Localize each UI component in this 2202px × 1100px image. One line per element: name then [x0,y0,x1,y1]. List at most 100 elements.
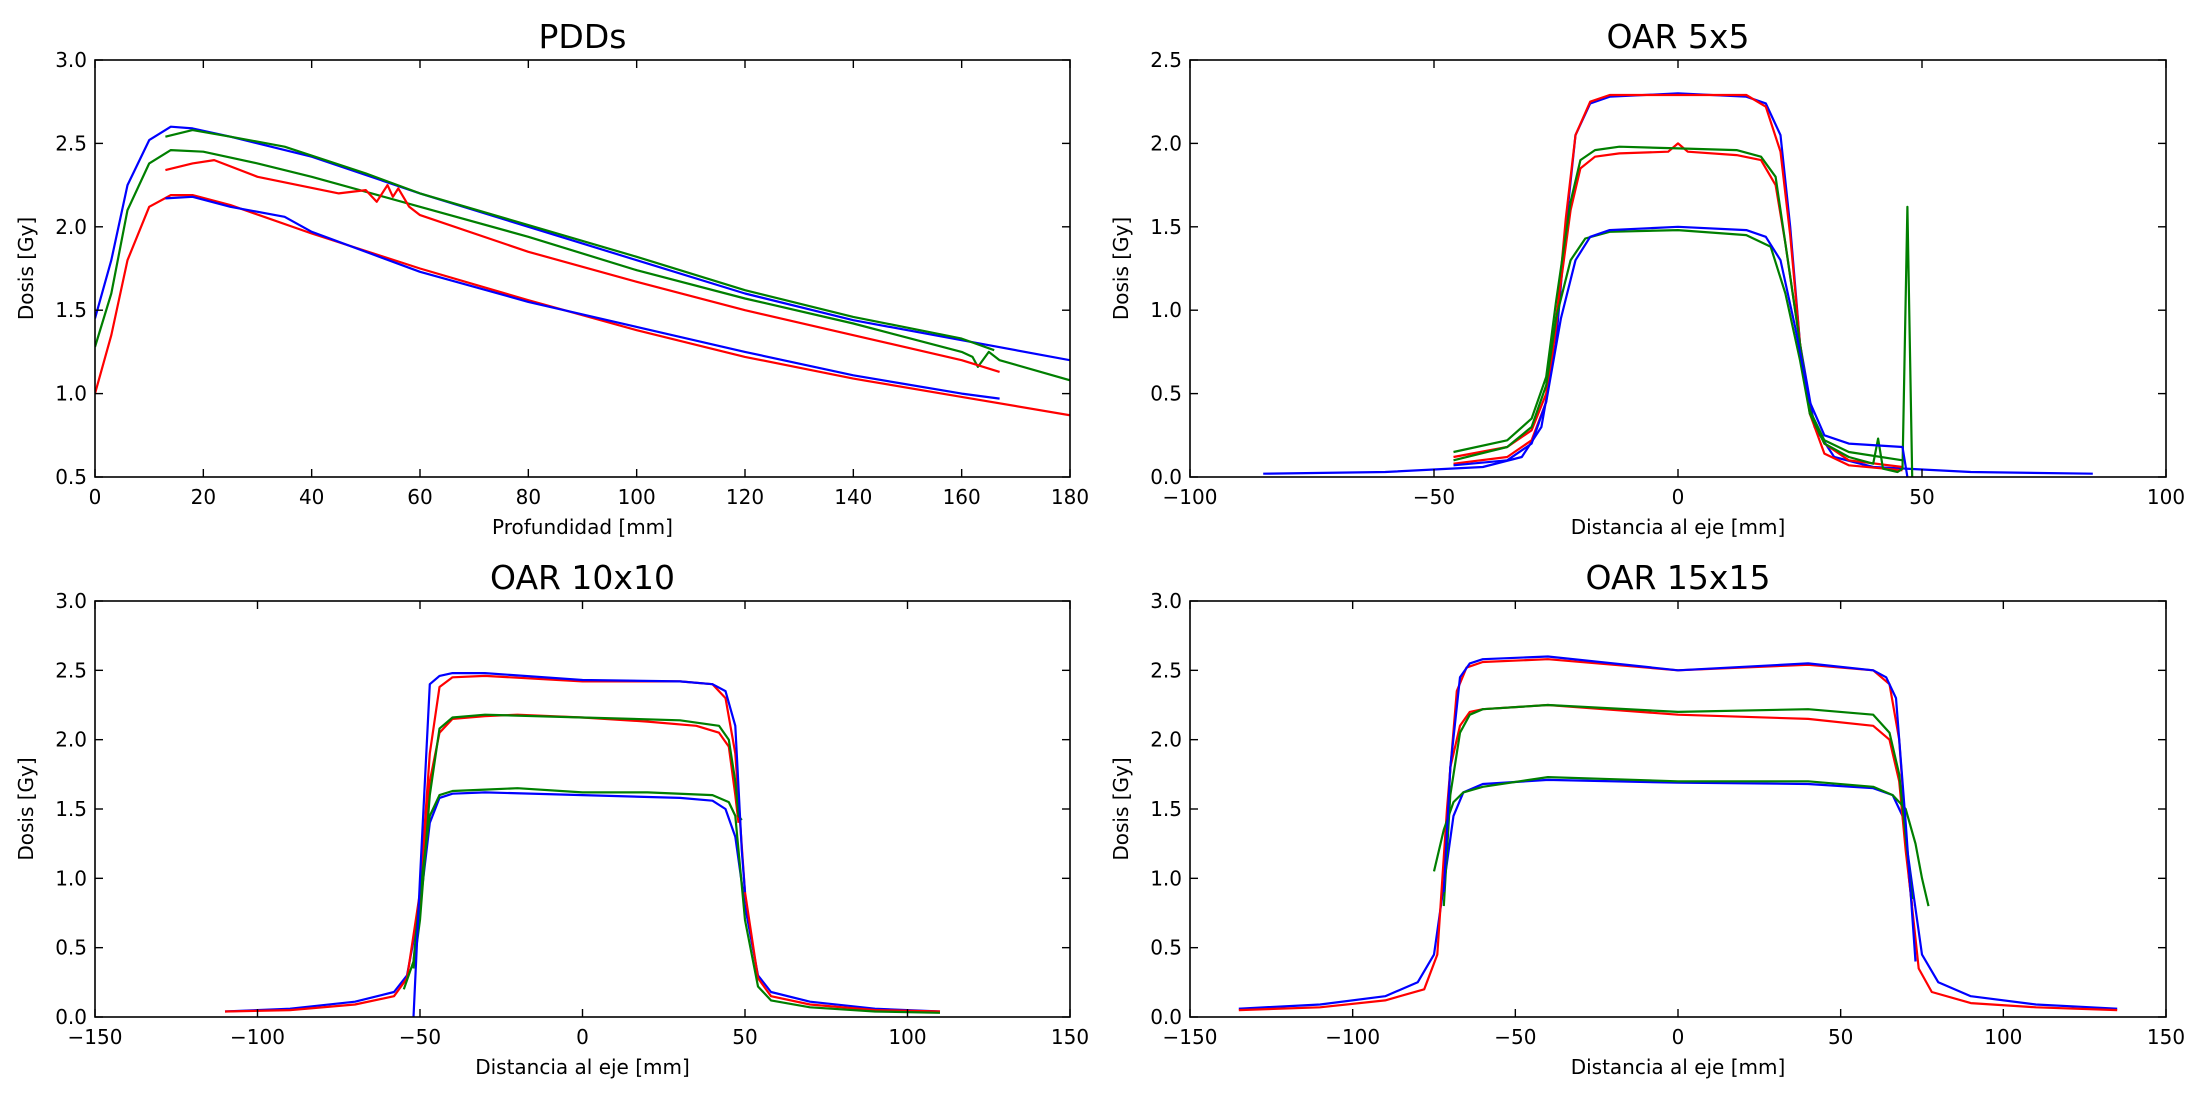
x-tick-label: 120 [726,485,764,509]
x-axis-label: Distancia al eje [mm] [475,1055,690,1079]
axes-frame [1189,59,2167,478]
y-tick-label: 3.0 [55,48,87,72]
series-line-green-4 [1453,205,1914,477]
chart-title: OAR 10x10 [490,558,675,597]
y-tick-label: 2.5 [1150,48,1182,72]
y-tick-label: 1.0 [1150,298,1182,322]
x-tick-label: −100 [1163,485,1218,509]
series-line-green-3 [165,129,995,352]
x-tick-label: 100 [2147,485,2185,509]
x-tick-label: 150 [1051,1025,1089,1049]
y-tick-label: 2.0 [1150,728,1182,752]
x-tick-label: −150 [1163,1025,1218,1049]
y-tick-label: 2.5 [1150,658,1182,682]
x-tick-label: 60 [407,485,432,509]
y-tick-label: 1.5 [55,298,87,322]
series-line-blue-5 [1442,655,1917,962]
y-tick-label: 0.0 [1150,465,1182,489]
x-tick-label: 50 [1909,485,1934,509]
series-line-red-2 [1442,703,1914,907]
series-line-red-1 [1453,93,1903,472]
axes-frame [1189,600,2167,1018]
y-tick-label: 0.0 [1150,1005,1182,1029]
x-tick-label: −100 [1325,1025,1380,1049]
y-tick-label: 2.0 [1150,131,1182,155]
series-line-red-4 [165,159,1000,373]
x-tick-label: −50 [1413,485,1455,509]
series-line-blue-5 [1453,225,1909,477]
series-line-green-3 [412,713,743,969]
axes-frame [94,59,1071,478]
x-tick-label: 0 [1672,1025,1685,1049]
x-tick-label: 180 [1051,485,1089,509]
series-line-red-2 [412,713,740,962]
x-tick-label: 160 [943,485,981,509]
x-tick-label: −150 [68,1025,123,1049]
series-line-red-2 [95,194,1070,417]
x-tick-label: 50 [1828,1025,1853,1049]
x-tick-label: 20 [191,485,216,509]
series-group [1238,655,2118,1012]
y-tick-label: 1.5 [1150,797,1182,821]
y-axis-label: Dosis [Gy] [1109,757,1133,860]
x-tick-label: −50 [1494,1025,1536,1049]
y-tick-label: 1.0 [1150,866,1182,890]
series-group [224,671,941,1017]
y-tick-label: 3.0 [55,589,87,613]
y-tick-label: 2.0 [55,215,87,239]
y-tick-label: 3.0 [1150,589,1182,613]
y-tick-label: 0.5 [1150,936,1182,960]
series-line-green-3 [1442,703,1914,907]
x-tick-label: −50 [399,1025,441,1049]
y-tick-label: 0.5 [1150,382,1182,406]
y-tick-label: 1.5 [1150,215,1182,239]
x-tick-label: 0 [1672,485,1685,509]
series-line-blue-0 [224,791,941,1013]
y-axis-label: Dosis [Gy] [14,217,38,320]
x-tick-label: 150 [2147,1025,2185,1049]
series-group [95,125,1070,417]
series-line-green-4 [402,787,941,1014]
y-tick-label: 0.5 [55,465,87,489]
series-line-blue-5 [165,195,1000,400]
series-line-blue-0 [1263,92,2093,475]
y-tick-label: 0.5 [55,936,87,960]
y-tick-label: 1.0 [55,382,87,406]
series-line-green-1 [95,149,1070,382]
series-group [1263,92,2093,477]
plot-oar-10x10: −150 −100 −50 0 50 100 150 0.0 0.5 1.0 1.5 2.0 2.5 3.… [14,558,1089,1079]
x-tick-label: 80 [516,485,541,509]
series-line-red-1 [224,674,941,1013]
x-tick-label: −100 [230,1025,285,1049]
x-tick-label: 0 [576,1025,589,1049]
x-axis-label: Profundidad [mm] [492,515,673,539]
y-tick-label: 1.0 [55,866,87,890]
y-axis-label: Dosis [Gy] [14,757,38,860]
y-axis-label: Dosis [Gy] [1109,217,1133,320]
chart-title: OAR 15x15 [1586,558,1771,597]
x-tick-label: 40 [299,485,324,509]
series-line-green-3 [1453,145,1903,462]
x-tick-label: 100 [888,1025,926,1049]
series-line-blue-5 [412,671,747,1017]
series-line-green-4 [1432,775,1930,907]
plot-oar-15x15: −150 −100 −50 0 50 100 150 0.0 0.5 1.0 1.5 2.0 2.5 3.… [1109,558,2185,1079]
plot-pdds: 0 20 40 60 80 100 120 140 160 180 0.5 1.0 1.5 2.0 2.5 3… [14,17,1089,539]
plot-oar-5x5: −100 −50 0 50 100 0.0 0.5 1.0 1.5 2.0 2.5 OAR 5x5 Di… [1109,17,2185,539]
x-tick-label: 0 [89,485,102,509]
x-tick-label: 140 [834,485,872,509]
y-tick-label: 2.5 [55,131,87,155]
series-line-blue-0 [95,125,1070,362]
series-line-blue-0 [1238,778,2118,1010]
x-tick-label: 100 [618,485,656,509]
y-tick-label: 2.0 [55,728,87,752]
x-tick-label: 100 [1984,1025,2022,1049]
series-line-red-2 [1453,142,1903,469]
chart-title: OAR 5x5 [1607,17,1750,56]
x-axis-label: Distancia al eje [mm] [1571,1055,1786,1079]
y-tick-label: 0.0 [55,1005,87,1029]
y-tick-label: 2.5 [55,658,87,682]
axes-frame [94,600,1071,1018]
x-axis-label: Distancia al eje [mm] [1571,515,1786,539]
